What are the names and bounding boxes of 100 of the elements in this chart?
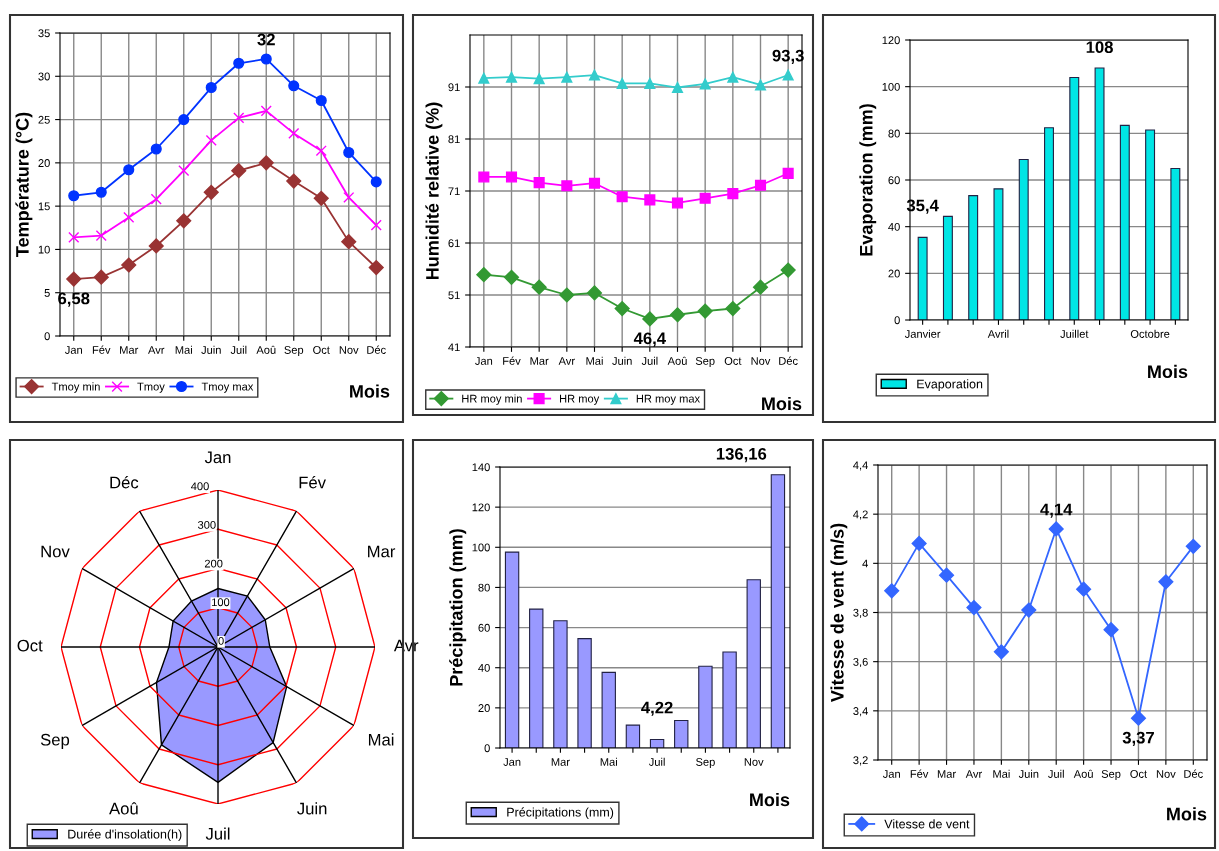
x-tick-label: Mai (993, 769, 1010, 778)
y-tick-label: 15 (38, 202, 50, 211)
point (782, 167, 794, 179)
y-tick-label: 100 (472, 543, 490, 552)
legend-label: Vitesse de vent (884, 819, 970, 829)
point (148, 238, 164, 254)
point (66, 271, 82, 287)
y-tick-label: 71 (448, 187, 460, 196)
y-axis-title: Précipitation (mm) (449, 529, 467, 686)
bar (529, 608, 544, 748)
point (505, 171, 518, 183)
y-tick-label: 0 (484, 744, 490, 753)
spoke-label: Mai (368, 733, 394, 746)
annotation: 108 (1086, 41, 1113, 54)
point (642, 311, 658, 327)
legend-label: Durée d'insolation(h) (68, 829, 182, 842)
x-tick-label: Fév (92, 345, 111, 354)
bar (770, 474, 786, 748)
x-tick-label: Juil (641, 356, 658, 365)
y-tick-label: 3,2 (853, 756, 868, 766)
point (911, 535, 927, 551)
point (1185, 538, 1201, 554)
x-tick-label: Jan (882, 770, 900, 778)
y-tick-label: 81 (448, 135, 460, 144)
point (727, 188, 739, 200)
bar (968, 195, 979, 320)
spoke-label: Juin (297, 802, 327, 815)
point (341, 234, 357, 250)
point (671, 81, 684, 94)
y-tick-label: 120 (472, 503, 490, 512)
point (644, 77, 656, 89)
point (614, 300, 630, 317)
bar (1018, 158, 1029, 320)
x-tick-label: Mar (120, 346, 139, 354)
point (966, 600, 982, 616)
spoke-label: Déc (110, 476, 139, 489)
point (1076, 581, 1092, 597)
legend-label: HR moy max (636, 394, 700, 405)
point (727, 71, 739, 83)
bar (722, 651, 737, 748)
y-tick-label: 5 (44, 289, 50, 297)
x-tick-label: Avr (148, 346, 165, 354)
point (616, 191, 628, 203)
y-tick-label: 20 (888, 269, 900, 278)
x-axis-title: Mois (750, 792, 790, 807)
point (205, 134, 217, 146)
x-tick-label: Juin (1018, 769, 1039, 778)
x-tick-label: Avr (558, 357, 575, 365)
point (68, 190, 80, 202)
point (1158, 574, 1174, 590)
point (478, 171, 490, 183)
y-axis-title: Vitesse de vent (m/s) (830, 523, 848, 703)
x-axis-title: Mois (1167, 807, 1207, 821)
annotation: 32 (257, 33, 275, 46)
point (561, 180, 573, 192)
point (586, 285, 603, 301)
y-tick-label: 25 (38, 115, 50, 124)
spoke-label: Nov (41, 545, 70, 558)
y-tick-label: 4,4 (853, 461, 868, 471)
y-tick-label: 20 (478, 704, 490, 712)
point (233, 57, 245, 69)
point (260, 105, 272, 117)
point (121, 257, 137, 273)
point (343, 146, 355, 159)
x-tick-label: Juil (1048, 769, 1064, 778)
x-tick-label: Avril (987, 329, 1009, 338)
y-tick-label: 3,8 (853, 608, 868, 618)
bar (1094, 67, 1105, 320)
y-tick-label: 91 (448, 83, 460, 92)
point (754, 79, 767, 91)
point (178, 114, 190, 126)
bar (1145, 129, 1156, 320)
y-tick-label: 60 (888, 176, 900, 185)
spoke-label: Oct (17, 639, 43, 652)
bar (917, 236, 928, 320)
point (288, 80, 300, 92)
y-axis-title: Température (°C) (15, 112, 33, 257)
x-tick-label: Juillet (1060, 329, 1089, 338)
legend-label: Tmoy max (201, 382, 254, 393)
x-tick-label: Déc (779, 356, 798, 365)
y-tick-label: 3,6 (853, 657, 868, 668)
point (150, 193, 162, 205)
point (258, 155, 274, 171)
bar (746, 579, 761, 748)
spoke-label: Aoû (109, 802, 138, 815)
point (699, 78, 711, 90)
point (1048, 521, 1064, 537)
y-tick-label: 300 (197, 520, 216, 529)
y-tick-label: 35 (38, 29, 50, 38)
point (782, 69, 794, 81)
x-axis-title: Mois (350, 384, 390, 398)
annotation: 46,4 (633, 332, 666, 347)
y-tick-label: 140 (472, 463, 490, 472)
point (671, 197, 684, 209)
x-tick-label: Nov (744, 758, 764, 766)
x-tick-label: Mar (937, 770, 956, 778)
spoke-label: Jan (204, 451, 231, 464)
x-tick-label: Mai (600, 757, 617, 766)
point (561, 71, 573, 83)
y-axis-title: Humidité relative (%) (425, 102, 443, 280)
